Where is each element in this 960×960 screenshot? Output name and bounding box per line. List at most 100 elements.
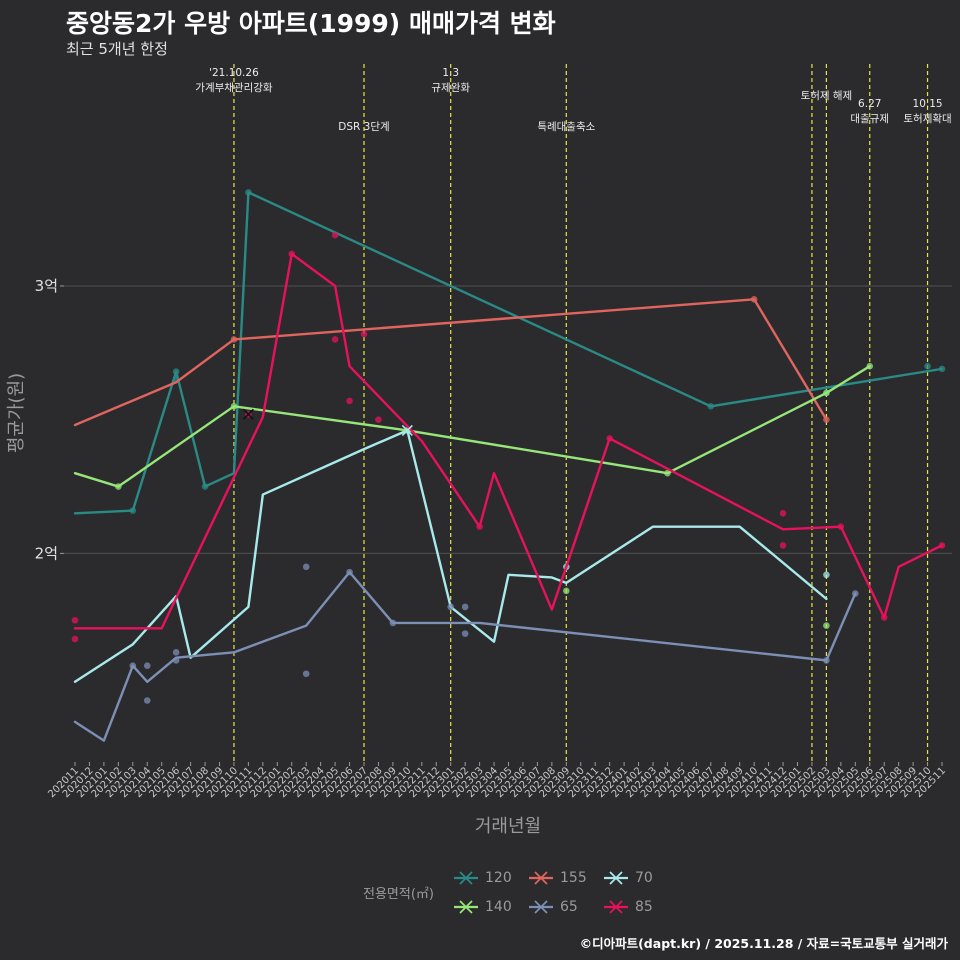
data-point-85 [476,523,483,530]
series-70 [73,427,830,683]
data-point-155 [750,296,758,303]
legend-key-icon [529,900,553,914]
legend-key-icon [604,871,628,885]
legend-item-85: 85 [603,895,653,919]
series-85 [71,231,946,643]
event-label: 토허제 해제 [801,89,853,102]
legend-label: 120 [485,870,512,886]
data-point-155 [823,416,830,423]
data-point-140 [866,362,874,370]
event-label: 10.15 [913,98,943,110]
legend-label: 155 [560,870,587,886]
source-caption: ©디아파트(dapt.kr) / 2025.11.28 / 자료=국토교통부 실… [579,936,948,951]
grid-lines [64,285,952,555]
marker-stroke [401,424,413,436]
series-120 [73,189,946,515]
data-point-85 [288,250,296,258]
legend-item-140: 140 [453,895,512,919]
data-point-140 [115,483,122,490]
highlight-marker [242,408,254,420]
data-point-85 [71,635,79,643]
legend-label: 85 [635,899,653,915]
data-point-85 [71,616,79,624]
data-point-85 [331,231,339,239]
y-tick-label: 2억 [35,544,58,562]
data-point-85 [606,435,613,442]
series-140 [73,362,874,629]
data-point-85 [375,416,382,423]
data-point-120 [938,365,946,373]
data-point-120 [172,368,180,375]
series-lines [71,189,946,742]
y-tick-label: 3억 [35,277,58,295]
data-point-120 [245,189,252,196]
series-line-65 [73,570,857,742]
event-label: 특례대출축소 [537,121,595,133]
legend-key-icon [454,900,478,914]
event-label: DSR 3단계 [338,121,389,133]
event-label: 토허제확대 [903,112,951,125]
data-point-65 [461,603,469,611]
legend-key-icon [529,871,553,885]
data-point-65 [129,662,137,670]
series-line-140 [73,364,871,488]
data-point-140 [230,403,238,410]
data-point-140 [823,622,830,629]
data-point-85 [837,523,845,530]
data-point-120 [924,362,931,370]
series-line-70 [73,429,828,683]
legend-item-65: 65 [528,895,578,919]
event-label: 가계부채관리강화 [195,82,273,94]
highlight-marker [401,424,413,436]
legend-key-icon [454,871,478,885]
series-65 [73,563,859,742]
data-point-120 [201,483,209,490]
data-point-65 [143,662,151,670]
data-point-65 [461,630,469,637]
marker-stroke [242,408,254,420]
data-point-85 [346,397,353,405]
data-point-65 [302,670,310,678]
legend-label: 65 [560,899,578,915]
data-point-155 [230,336,238,343]
data-point-65 [302,563,310,571]
series-155 [73,296,830,427]
data-point-85 [938,542,946,549]
data-point-65 [823,657,830,664]
event-label: 규제완화 [431,81,470,94]
legend-label: 70 [635,870,653,886]
legend: 전용면적(㎡) 120 155 70 140 65 85 [363,866,683,920]
data-point-65 [852,590,859,597]
series-line-120 [73,191,944,515]
data-point-120 [129,507,137,514]
data-point-85 [360,330,368,338]
data-point-65 [143,697,151,704]
data-point-65 [346,568,353,576]
data-point-85 [880,614,888,621]
data-point-65 [172,657,180,664]
data-point-85 [331,336,339,343]
event-label: '21.10.26 [209,67,259,79]
event-label: 6.27 [858,98,881,110]
data-point-85 [779,542,787,549]
legend-title: 전용면적(㎡) [363,887,434,902]
event-label: 대출규제 [850,113,889,125]
legend-item-70: 70 [603,866,653,890]
legend-key-icon [604,900,628,914]
chart-subtitle: 최근 5개년 한정 [66,40,168,58]
data-point-65 [172,649,180,656]
x-axis-title: 거래년월 [475,816,541,837]
legend-item-155: 155 [528,866,587,890]
legend-item-120: 120 [453,866,512,890]
data-point-85 [779,509,787,517]
data-point-70 [823,571,830,579]
y-axis-title: 평균가(원) [6,373,27,453]
event-label: 1.3 [442,67,459,79]
data-point-140 [823,389,830,397]
data-point-140 [563,587,570,595]
data-point-65 [447,603,455,611]
data-point-120 [707,403,715,410]
data-point-140 [664,469,671,477]
